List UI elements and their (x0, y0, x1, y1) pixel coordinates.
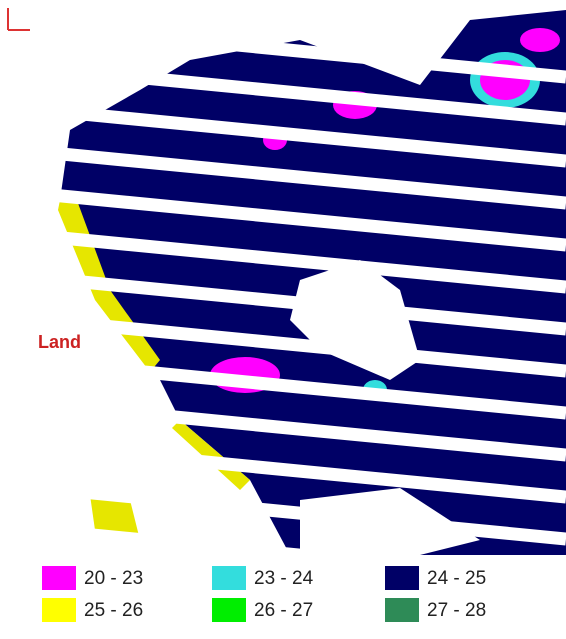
legend-label: 27 - 28 (427, 600, 486, 621)
legend-label: 24 - 25 (427, 568, 486, 589)
legend-label: 26 - 27 (254, 600, 313, 621)
legend-swatch (212, 598, 246, 622)
legend-swatch (212, 566, 246, 590)
legend-swatch (42, 566, 76, 590)
legend-label: 23 - 24 (254, 568, 314, 589)
legend-label: 25 - 26 (84, 600, 143, 621)
legend-swatch (385, 598, 419, 622)
legend-swatch (42, 598, 76, 622)
legend: 20 - 23 23 - 24 24 - 25 25 - 26 26 - 27 27 - … (42, 566, 486, 622)
map: Land (0, 0, 566, 581)
legend-swatch (385, 566, 419, 590)
land-label: Land (38, 332, 81, 352)
map-figure: Land 20 - 23 23 - 24 24 - 25 25 - 26 26 - 27… (0, 0, 566, 639)
legend-label: 20 - 23 (84, 568, 143, 589)
